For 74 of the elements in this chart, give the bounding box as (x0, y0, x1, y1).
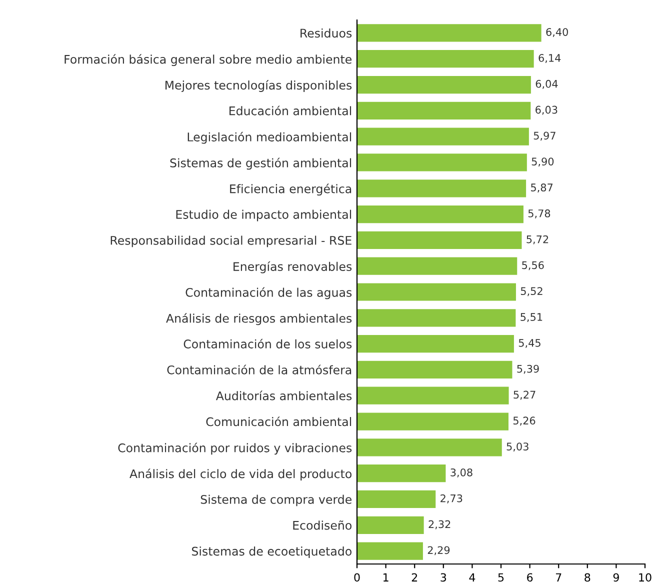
y-tick-label: Contaminación por ruidos y vibraciones (118, 442, 352, 455)
bar (357, 231, 522, 249)
x-tick-label: 3 (440, 573, 446, 582)
data-label: 5,51 (520, 313, 542, 322)
y-tick-label: Sistema de compra verde (200, 494, 352, 506)
x-tick-label: 1 (383, 573, 388, 582)
data-label: 2,29 (428, 546, 450, 556)
y-tick-label: Sistemas de ecoetiquetado (192, 546, 352, 558)
x-tick-label: 2 (412, 573, 418, 582)
y-tick-label: Análisis del ciclo de vida del producto (130, 468, 352, 481)
y-tick-label: Educación ambiental (230, 106, 352, 116)
x-tick-label: 10 (639, 573, 652, 582)
bar (357, 180, 526, 198)
bar (357, 412, 508, 430)
x-tick-label: 0 (354, 573, 360, 582)
y-tick-label: Auditorías ambientales (216, 390, 352, 400)
y-tick-label: Residuos (300, 28, 352, 38)
bar (357, 386, 509, 404)
y-tick-label: Ecodiseño (293, 520, 352, 530)
data-label: 3,08 (450, 468, 472, 478)
data-label: 5,03 (506, 442, 528, 452)
data-label: 5,26 (513, 416, 536, 426)
data-label: 5,45 (518, 339, 540, 348)
y-tick-label: Formación básica general sobre medio ambiente (64, 54, 352, 66)
bar (357, 516, 424, 534)
y-tick-label: Análisis de riesgos ambientales (166, 313, 352, 326)
bar (357, 283, 516, 301)
bar (357, 102, 531, 120)
data-label: 5,56 (522, 261, 544, 270)
data-label: 6,04 (536, 80, 558, 89)
y-tick-label: Comunicación ambiental (206, 416, 352, 426)
x-tick-label: 5 (498, 573, 504, 582)
data-label: 2,32 (428, 520, 450, 530)
y-tick-label: Energías renovables (234, 261, 352, 274)
bar (357, 257, 518, 275)
x-tick-label: 8 (584, 573, 590, 582)
data-label: 5,27 (514, 390, 536, 400)
y-tick-label: Contaminación de los suelos (184, 338, 352, 348)
data-label: 6,40 (546, 28, 568, 38)
data-label: 6,03 (536, 106, 558, 115)
y-tick-label: Mejores tecnologías disponibles (165, 80, 352, 92)
y-tick-label: Contaminación de las aguas (186, 287, 352, 300)
data-label: 5,39 (517, 364, 539, 374)
x-tick-label: 7 (556, 573, 562, 582)
data-label: 5,90 (532, 158, 554, 167)
y-tick-label: Responsabilidad social empresarial - RSE (110, 236, 352, 248)
bar (357, 154, 527, 172)
y-tick-label: Legislación medioambiental (188, 132, 352, 144)
bar (357, 335, 514, 353)
x-tick-label: 6 (527, 573, 533, 582)
data-label: 5,52 (520, 287, 542, 296)
bar (357, 309, 516, 327)
data-label: 5,87 (531, 184, 553, 192)
bar (357, 542, 423, 560)
bar (357, 24, 542, 42)
bar (357, 464, 446, 482)
bar (357, 50, 534, 68)
y-tick-label: Estudio de impacto ambiental (176, 210, 352, 222)
y-tick-label: Contaminación de la atmósfera (167, 364, 352, 374)
bar (357, 360, 512, 379)
data-label: 2,73 (440, 494, 462, 504)
y-tick-label: Eficiencia energética (230, 184, 352, 196)
data-label: 5,78 (528, 209, 550, 218)
bar (357, 490, 436, 508)
y-tick-label: Sistemas de gestión ambiental (170, 158, 352, 170)
bar (357, 128, 529, 146)
x-tick-label: 4 (469, 573, 476, 582)
bar (357, 438, 502, 456)
bar (357, 205, 524, 224)
x-tick-label: 9 (613, 573, 619, 582)
data-label: 6,14 (538, 54, 561, 63)
bar (357, 76, 531, 94)
data-label: 5,72 (526, 235, 548, 244)
data-label: 5,97 (534, 132, 556, 141)
